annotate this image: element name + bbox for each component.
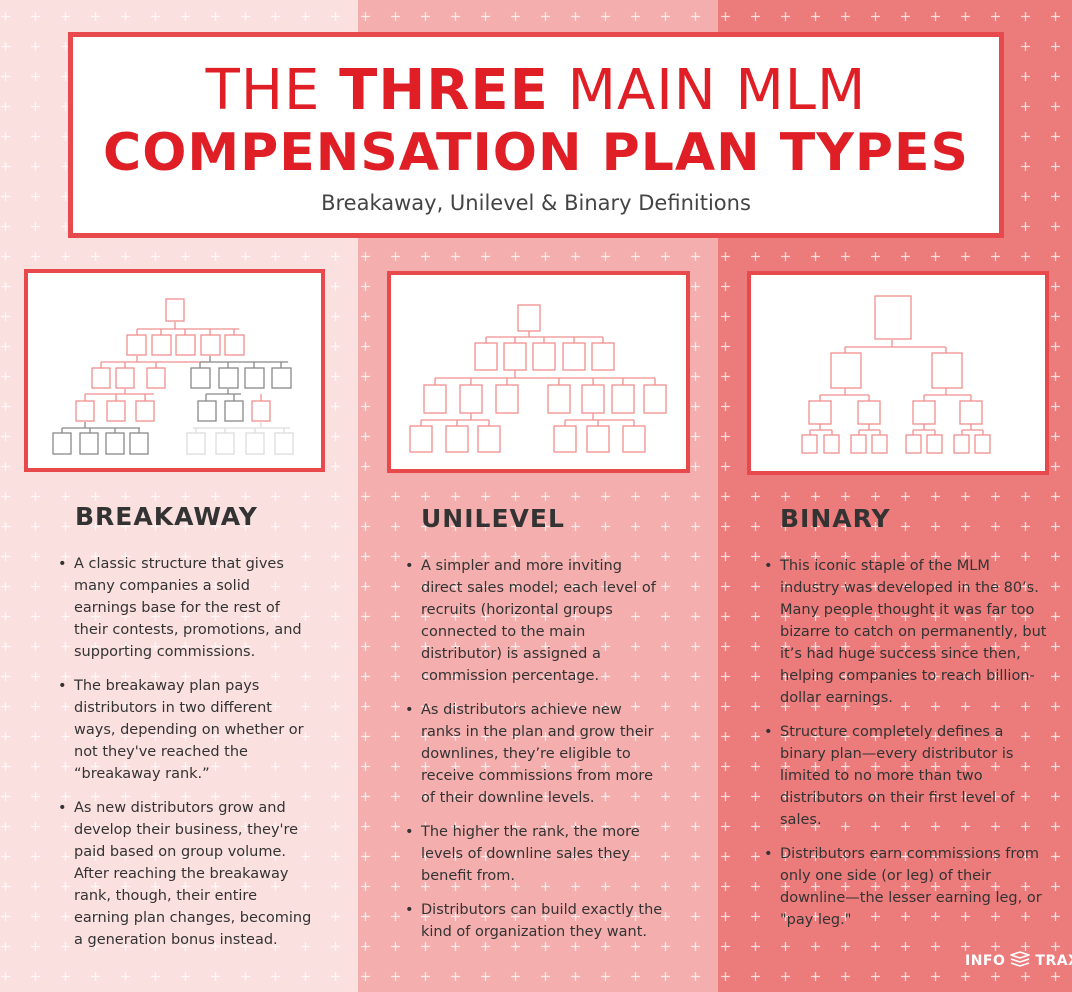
list-item: The higher the rank, the more levels of …: [405, 821, 666, 887]
brand-left: INFO: [965, 953, 1006, 969]
infotrax-logo: INFO TRAX: [965, 951, 1072, 971]
unilevel-diagram: [387, 271, 690, 473]
list-item: A classic structure that gives many comp…: [58, 553, 314, 663]
title-card: THE THREE MAIN MLM COMPENSATION PLAN TYP…: [68, 32, 1004, 238]
binary-diagram: [747, 271, 1049, 475]
list-item: As distributors achieve new ranks in the…: [405, 699, 666, 809]
list-item: Structure completely defines a binary pl…: [764, 721, 1050, 831]
brand-right: TRAX: [1035, 953, 1072, 969]
list-item: Distributors earn commissions from only …: [764, 843, 1050, 931]
list-item: As new distributors grow and develop the…: [58, 797, 314, 951]
binary-title: BINARY: [780, 504, 891, 533]
breakaway-title: BREAKAWAY: [75, 502, 258, 531]
title-line-2: COMPENSATION PLAN TYPES: [103, 123, 969, 183]
list-item: This iconic staple of the MLM industry w…: [764, 555, 1050, 709]
list-item: Distributors can build exactly the kind …: [405, 899, 666, 943]
binary-tree: [801, 295, 991, 454]
breakaway-tree: [52, 298, 294, 455]
binary-bullets: This iconic staple of the MLM industry w…: [762, 555, 1050, 943]
unilevel-bullets: A simpler and more inviting direct sales…: [403, 555, 666, 955]
list-item: The breakaway plan pays distributors in …: [58, 675, 314, 785]
breakaway-bullets: A classic structure that gives many comp…: [56, 553, 314, 963]
unilevel-title: UNILEVEL: [421, 504, 565, 533]
breakaway-diagram: [24, 269, 325, 472]
title-line-1: THE THREE MAIN MLM: [205, 58, 867, 123]
list-item: A simpler and more inviting direct sales…: [405, 555, 666, 687]
subtitle: Breakaway, Unilevel & Binary Definitions: [321, 191, 751, 215]
stacked-layers-icon: [1009, 951, 1031, 971]
unilevel-tree: [409, 304, 667, 453]
